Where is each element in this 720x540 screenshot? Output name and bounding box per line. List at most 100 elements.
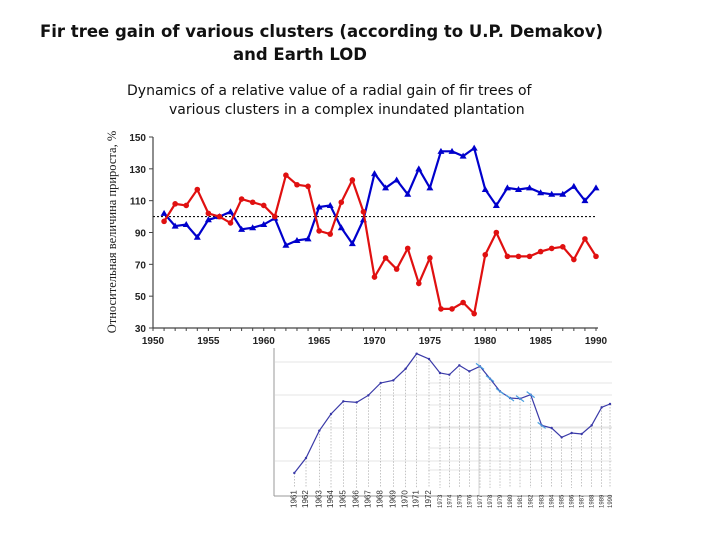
data-point xyxy=(171,222,179,229)
data-point xyxy=(183,202,190,209)
inset-blue-marker xyxy=(485,375,495,383)
data-point xyxy=(260,221,268,228)
y-tick-label: 70 xyxy=(135,260,147,271)
inset-x-tick-label: 1971 xyxy=(412,490,421,508)
series-line xyxy=(163,173,597,316)
data-point xyxy=(581,197,589,204)
inset-data-point xyxy=(415,352,418,355)
inset-blue-marker xyxy=(475,362,485,370)
inset-x-tick-label: 1987 xyxy=(580,494,586,508)
inset-x-tick-label: 1979 xyxy=(498,494,504,508)
data-point xyxy=(448,147,456,154)
inset-blue-marker xyxy=(515,395,525,403)
data-point xyxy=(382,255,389,261)
data-point xyxy=(537,189,545,196)
data-point xyxy=(337,224,345,231)
inset-data-point xyxy=(590,424,593,427)
inset-data-point xyxy=(304,456,308,460)
inset-series-line xyxy=(293,352,611,474)
inset-x-tick-label: 1975 xyxy=(457,494,463,508)
data-point xyxy=(227,208,235,215)
x-tick-label: 1965 xyxy=(308,336,331,347)
data-point xyxy=(515,253,522,260)
data-point xyxy=(393,266,400,272)
data-point xyxy=(415,165,423,172)
inset-data-point xyxy=(468,370,471,373)
inset-data-point xyxy=(550,426,553,430)
inset-x-tick-label: 1968 xyxy=(376,490,385,508)
x-tick-label: 1985 xyxy=(530,336,553,347)
data-point xyxy=(437,147,445,154)
inset-data-point xyxy=(379,381,382,385)
data-point xyxy=(426,184,434,191)
inset-blue-marker xyxy=(537,421,547,429)
inset-data-point xyxy=(438,371,442,375)
inset-x-tick-label: 1969 xyxy=(388,490,397,508)
y-axis-label: Относительная величина прироста, % xyxy=(105,131,119,334)
data-point xyxy=(592,184,600,191)
data-point xyxy=(449,306,455,312)
title-line-1: Fir tree gain of various clusters (accor… xyxy=(40,22,603,41)
data-point xyxy=(326,201,334,208)
x-tick-label: 1975 xyxy=(419,336,442,347)
data-point xyxy=(305,183,311,190)
subtitle-line-2: various clusters in a complex inundated … xyxy=(169,102,525,118)
x-tick-label: 1955 xyxy=(197,336,220,347)
inset-data-point xyxy=(570,431,573,435)
inset-blue-marker xyxy=(526,391,536,399)
inset-data-point xyxy=(448,373,451,376)
data-point xyxy=(537,248,544,255)
inset-x-tick-label: 1966 xyxy=(352,490,361,508)
data-point xyxy=(238,225,246,232)
data-point xyxy=(204,216,212,223)
data-point xyxy=(161,218,167,225)
inset-data-point xyxy=(318,429,321,432)
inset-x-tick-label: 1984 xyxy=(550,494,556,508)
inset-x-tick-label: 1965 xyxy=(338,490,347,508)
data-point xyxy=(504,253,511,260)
y-tick-label: 50 xyxy=(135,292,147,303)
y-tick-label: 30 xyxy=(135,324,147,335)
inset-x-tick-label: 1962 xyxy=(301,490,310,508)
data-point xyxy=(283,172,289,178)
inset-data-point xyxy=(355,401,358,404)
data-point xyxy=(393,176,401,183)
x-tick-label: 1960 xyxy=(253,336,276,347)
inset-x-tick-label: 1985 xyxy=(560,494,566,508)
data-point xyxy=(427,255,433,261)
data-point xyxy=(249,224,257,231)
data-point xyxy=(227,220,234,226)
series-blue xyxy=(160,144,600,248)
data-point xyxy=(371,274,378,280)
inset-data-point xyxy=(600,406,603,409)
data-point xyxy=(316,228,322,234)
inset-data-point xyxy=(293,471,296,475)
data-point xyxy=(570,182,578,189)
inset-data-point xyxy=(342,400,345,403)
data-point xyxy=(348,240,356,247)
data-point xyxy=(559,244,566,250)
data-point xyxy=(194,186,201,193)
inset-x-tick-label: 1988 xyxy=(590,494,596,508)
inset-blue-marker xyxy=(495,387,505,395)
data-point xyxy=(282,241,290,248)
data-point xyxy=(193,233,201,240)
inset-x-tick-label: 1983 xyxy=(540,494,546,508)
data-point xyxy=(593,253,599,260)
data-point xyxy=(293,236,301,243)
subtitle-line-1: Dynamics of a relative value of a radial… xyxy=(127,83,532,99)
slide-title: Fir tree gain of various clusters (accor… xyxy=(40,20,603,66)
data-point xyxy=(371,170,378,177)
data-point xyxy=(238,196,245,202)
inset-x-tick-label: 1978 xyxy=(488,494,494,508)
inset-x-tick-label: 1976 xyxy=(467,494,473,508)
inset-x-tick-label: 1972 xyxy=(424,490,433,508)
data-point xyxy=(492,201,500,208)
inset-x-tick-label: 1982 xyxy=(529,494,535,508)
inset-x-tick-label: 1973 xyxy=(438,494,444,508)
inset-x-tick-label: 1974 xyxy=(447,494,453,508)
y-tick-label: 90 xyxy=(135,229,147,240)
data-point xyxy=(438,306,444,312)
inset-x-tick-label: 1986 xyxy=(570,494,576,508)
inset-x-tick-label: 1980 xyxy=(508,494,514,508)
